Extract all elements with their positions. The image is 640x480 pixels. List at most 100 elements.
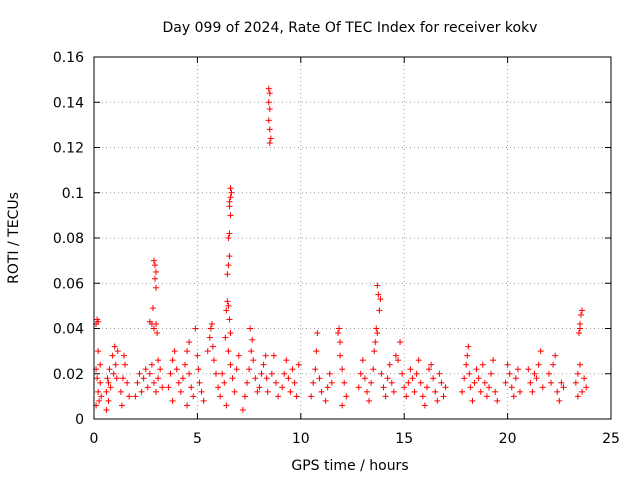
data-point — [366, 397, 373, 404]
data-point — [421, 402, 428, 409]
data-point — [154, 330, 161, 337]
data-point — [117, 388, 124, 395]
data-point — [195, 366, 202, 373]
data-point — [407, 366, 414, 373]
data-point — [118, 402, 125, 409]
data-point — [266, 126, 273, 133]
data-point — [177, 388, 184, 395]
data-point — [97, 379, 104, 386]
data-point — [256, 384, 263, 391]
data-point — [266, 106, 273, 113]
data-point — [372, 339, 379, 346]
data-point — [335, 330, 342, 337]
data-point — [490, 357, 497, 364]
data-point — [355, 384, 362, 391]
data-point — [341, 379, 348, 386]
data-point — [535, 361, 542, 368]
data-point — [112, 361, 119, 368]
data-point — [272, 379, 279, 386]
data-point — [173, 366, 180, 373]
data-point — [373, 325, 380, 332]
data-point — [207, 325, 214, 332]
data-point — [479, 361, 486, 368]
data-point — [374, 330, 381, 337]
data-point — [411, 388, 418, 395]
data-point — [153, 284, 160, 291]
data-point — [262, 352, 269, 359]
data-point — [246, 366, 253, 373]
data-point — [361, 375, 368, 382]
data-point — [105, 379, 112, 386]
data-point — [235, 352, 242, 359]
data-point — [434, 397, 441, 404]
data-point — [215, 384, 222, 391]
data-point — [249, 336, 256, 343]
data-point — [221, 379, 228, 386]
data-point — [397, 339, 404, 346]
data-point — [380, 384, 387, 391]
data-point — [248, 348, 255, 355]
data-point — [165, 384, 172, 391]
data-point — [423, 384, 430, 391]
data-point — [405, 379, 412, 386]
data-point — [94, 375, 101, 382]
data-point — [105, 397, 112, 404]
data-point — [97, 361, 104, 368]
data-point — [140, 375, 147, 382]
data-point — [122, 361, 129, 368]
data-point — [313, 348, 320, 355]
data-point — [370, 366, 377, 373]
x-tick-label: 15 — [395, 431, 413, 447]
data-point — [308, 393, 315, 400]
data-point — [357, 370, 364, 377]
data-point — [581, 375, 588, 382]
data-point — [558, 379, 565, 386]
data-point — [104, 375, 111, 382]
data-point — [200, 397, 207, 404]
data-point — [226, 198, 233, 205]
data-point — [227, 185, 234, 192]
data-point — [179, 375, 186, 382]
data-point — [225, 348, 232, 355]
data-point — [208, 320, 215, 327]
data-point — [517, 388, 524, 395]
data-point — [260, 361, 267, 368]
data-point — [138, 388, 145, 395]
data-point — [265, 99, 272, 106]
data-point — [477, 388, 484, 395]
data-point — [223, 307, 230, 314]
data-point — [267, 135, 274, 142]
data-point — [239, 406, 246, 413]
data-point — [148, 361, 155, 368]
data-point — [502, 379, 509, 386]
data-point — [475, 375, 482, 382]
data-point — [417, 379, 424, 386]
data-point — [310, 379, 317, 386]
data-point — [485, 384, 492, 391]
y-tick-label: 0.14 — [53, 95, 84, 111]
data-point — [328, 379, 335, 386]
data-point — [471, 379, 478, 386]
data-point — [109, 352, 116, 359]
data-point — [103, 406, 110, 413]
data-point — [266, 139, 273, 146]
data-point — [510, 393, 517, 400]
y-axis-ticks: 0 0.02 0.04 0.06 0.08 0.1 0.12 0.14 0.16 — [53, 50, 611, 428]
data-point — [494, 397, 501, 404]
data-point — [281, 370, 288, 377]
data-point — [426, 366, 433, 373]
data-point — [394, 357, 401, 364]
data-point — [169, 397, 176, 404]
data-point — [529, 388, 536, 395]
data-point — [186, 370, 193, 377]
data-point — [291, 379, 298, 386]
data-point — [401, 384, 408, 391]
data-point — [144, 384, 151, 391]
data-point — [578, 311, 585, 318]
data-point — [312, 366, 319, 373]
data-point — [343, 393, 350, 400]
y-axis-label: ROTI / TECUs — [6, 192, 22, 284]
data-point — [384, 375, 391, 382]
data-point — [318, 388, 325, 395]
data-point — [103, 388, 110, 395]
